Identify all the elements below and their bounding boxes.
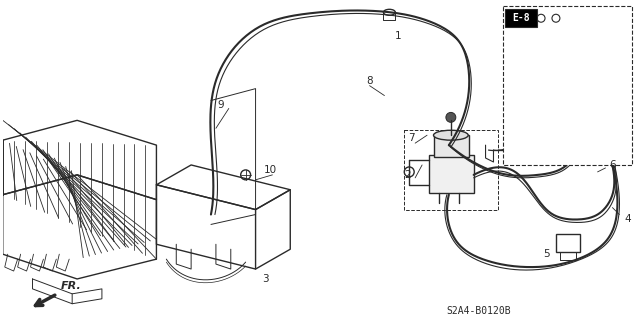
Circle shape	[537, 14, 545, 22]
Text: 3: 3	[262, 274, 269, 284]
Circle shape	[552, 14, 560, 22]
Text: 2: 2	[404, 170, 410, 180]
Circle shape	[404, 167, 414, 177]
Text: E-8: E-8	[513, 13, 530, 23]
Text: 8: 8	[366, 76, 373, 86]
Bar	[506, 9, 537, 27]
Text: 1: 1	[395, 31, 402, 41]
Text: 9: 9	[218, 100, 224, 110]
Bar	[434, 135, 468, 157]
Text: 4: 4	[624, 214, 630, 224]
Text: S2A4-B0120B: S2A4-B0120B	[446, 306, 511, 316]
Bar	[504, 6, 632, 165]
Text: 6: 6	[609, 160, 616, 170]
Bar	[429, 155, 474, 193]
Ellipse shape	[433, 130, 468, 140]
Bar	[404, 130, 499, 210]
Text: 5: 5	[543, 249, 549, 259]
Bar	[556, 234, 580, 252]
Text: FR.: FR.	[60, 281, 81, 291]
Circle shape	[241, 170, 251, 180]
Text: 7: 7	[408, 133, 415, 143]
Circle shape	[446, 112, 456, 122]
Ellipse shape	[383, 9, 396, 15]
Text: 10: 10	[264, 165, 277, 175]
